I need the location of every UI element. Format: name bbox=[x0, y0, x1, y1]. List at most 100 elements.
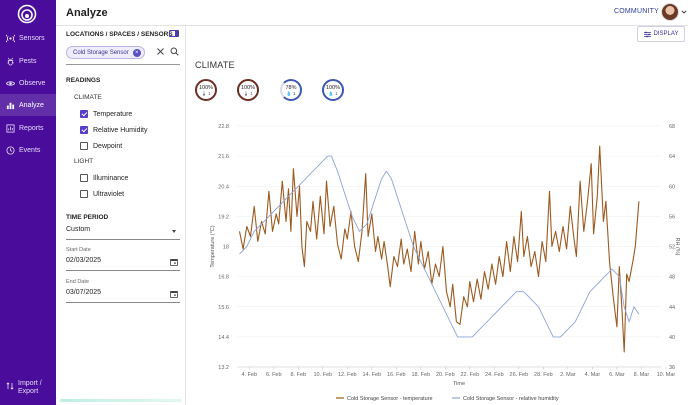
calendar-icon[interactable] bbox=[170, 290, 178, 298]
y-right-tick-label: 68 bbox=[669, 124, 675, 130]
nav-item-analyze[interactable]: Analyze bbox=[0, 94, 56, 116]
nav-item-label: Analyze bbox=[19, 101, 44, 109]
app-logo-icon[interactable] bbox=[17, 4, 37, 24]
x-tick-label: 8. Mar bbox=[634, 372, 650, 378]
gauge-humidity-1[interactable]: 78% 💧 1 bbox=[280, 79, 302, 101]
gauge-temperature-2[interactable]: 100% 🌡 1 bbox=[237, 79, 259, 101]
y-right-tick-label: 64 bbox=[669, 154, 675, 160]
x-tick-label: 2. Mar bbox=[560, 372, 576, 378]
gauge-value: 100% bbox=[198, 84, 214, 91]
y-right-tick-label: 52 bbox=[669, 245, 675, 251]
end-date-value: 03/07/2025 bbox=[66, 289, 102, 296]
time-period-title: TIME PERIOD bbox=[66, 214, 109, 221]
nav-item-label: Pests bbox=[19, 57, 37, 65]
y-right-tick-label: 40 bbox=[669, 335, 675, 341]
y-left-tick-label: 19.2 bbox=[218, 214, 229, 220]
main-content: DISPLAY CLIMATE 100% 🌡 1 100% 🌡 1 78% 💧 … bbox=[186, 26, 688, 405]
page-title: Analyze bbox=[66, 7, 108, 19]
community-link[interactable]: COMMUNITY bbox=[614, 8, 659, 15]
x-axis-title: Time bbox=[453, 381, 465, 387]
temperature-series-line bbox=[238, 145, 640, 353]
nav-item-events[interactable]: Events bbox=[0, 139, 56, 161]
gauge-humidity-2[interactable]: 100% 💧 1 bbox=[322, 79, 344, 101]
climate-chart[interactable]: 13.2 14.4 15.6 16.8 18 19.2 20.4 21.6 22.8 36 40 44… bbox=[186, 118, 688, 405]
panel-toggle-icon[interactable] bbox=[169, 30, 179, 37]
nav-item-label: Sensors bbox=[19, 34, 45, 42]
x-tick-label: 26. Feb bbox=[510, 372, 529, 378]
x-tick-label: 10. Mar bbox=[657, 372, 676, 378]
checkbox-temperature[interactable]: Temperature bbox=[80, 110, 132, 118]
x-tick-label: 8. Feb bbox=[290, 372, 306, 378]
checkbox-relative-humidity[interactable]: Relative Humidity bbox=[80, 126, 147, 134]
x-tick-label: 6. Mar bbox=[609, 372, 625, 378]
gauge-sub: 🌡 1 bbox=[243, 90, 253, 96]
x-tick-label: 24. Feb bbox=[485, 372, 504, 378]
checkbox-box[interactable] bbox=[80, 110, 88, 118]
nav-item-pests[interactable]: Pests bbox=[0, 50, 56, 72]
y-left-tick-label: 16.8 bbox=[218, 275, 229, 281]
y-right-axis-title: RH (%) bbox=[674, 237, 680, 255]
import-export-icon bbox=[6, 382, 14, 390]
display-button[interactable]: DISPLAY bbox=[637, 26, 685, 42]
time-period-select[interactable]: Custom bbox=[66, 226, 180, 240]
checkbox-ultraviolet[interactable]: Ultraviolet bbox=[80, 190, 124, 198]
nav-item-observe[interactable]: Observe bbox=[0, 72, 56, 94]
y-left-tick-label: 21.6 bbox=[218, 154, 229, 160]
sliders-icon bbox=[643, 31, 651, 37]
checkbox-illuminance[interactable]: Illuminance bbox=[80, 174, 128, 182]
import-export-line1: Import / bbox=[18, 380, 42, 387]
x-tick-label: 14. Feb bbox=[362, 372, 381, 378]
checkbox-box[interactable] bbox=[80, 190, 88, 198]
x-tick-label: 10. Feb bbox=[313, 372, 332, 378]
chip-remove-icon[interactable]: × bbox=[132, 48, 141, 57]
x-tick-label: 16. Feb bbox=[387, 372, 406, 378]
nav-import-export[interactable]: Import / Export bbox=[6, 380, 42, 396]
x-tick-label: 12. Feb bbox=[338, 372, 357, 378]
x-tick-label: 18. Feb bbox=[411, 372, 430, 378]
clock-icon bbox=[6, 145, 15, 155]
chevron-down-icon[interactable] bbox=[681, 9, 687, 15]
legend-label: Cold Storage Sensor - temperature bbox=[347, 396, 433, 402]
checkbox-label: Ultraviolet bbox=[93, 190, 125, 198]
nav-item-reports[interactable]: Reports bbox=[0, 117, 56, 139]
checkbox-label: Relative Humidity bbox=[93, 126, 148, 134]
climate-section-title: CLIMATE bbox=[195, 60, 235, 70]
end-date-input[interactable]: 03/07/2025 bbox=[66, 289, 180, 303]
gauge-value: 100% bbox=[325, 84, 341, 91]
gauge-sub: 💧 1 bbox=[328, 90, 338, 96]
y-right-tick-label: 36 bbox=[669, 365, 675, 371]
humidity-series-line bbox=[239, 155, 640, 338]
nav-item-sensors[interactable]: Sensors bbox=[0, 27, 56, 49]
x-tick-label: 4. Feb bbox=[241, 372, 257, 378]
checkbox-box[interactable] bbox=[80, 142, 88, 150]
climate-group-title: CLIMATE bbox=[74, 94, 102, 101]
signal-icon bbox=[6, 34, 15, 42]
user-avatar[interactable] bbox=[661, 3, 679, 21]
sensor-chip[interactable]: Cold Storage Sensor × bbox=[66, 46, 145, 59]
y-right-tick-label: 56 bbox=[669, 214, 675, 220]
bar-chart-icon bbox=[6, 102, 15, 109]
checkbox-dewpoint[interactable]: Dewpoint bbox=[80, 142, 122, 150]
legend-label: Cold Storage Sensor - relative humidity bbox=[463, 396, 559, 402]
clear-icon[interactable] bbox=[156, 47, 165, 56]
caret-down-icon bbox=[172, 230, 176, 233]
checkbox-label: Temperature bbox=[93, 110, 133, 118]
search-icon[interactable] bbox=[170, 47, 179, 56]
gauge-temperature-1[interactable]: 100% 🌡 1 bbox=[195, 79, 217, 101]
y-left-tick-label: 20.4 bbox=[218, 184, 229, 190]
x-tick-label: 20. Feb bbox=[436, 372, 455, 378]
y-right-tick-label: 60 bbox=[669, 184, 675, 190]
x-tick-label: 4. Mar bbox=[585, 372, 601, 378]
checkbox-label: Dewpoint bbox=[93, 142, 123, 150]
checkbox-box[interactable] bbox=[80, 174, 88, 182]
top-bar: Analyze COMMUNITY bbox=[56, 0, 688, 26]
start-date-input[interactable]: 02/03/2025 bbox=[66, 257, 180, 271]
calendar-icon[interactable] bbox=[170, 258, 178, 266]
locations-header: LOCATIONS / SPACES / SENSORS bbox=[66, 31, 173, 38]
nav-item-label: Events bbox=[19, 146, 41, 154]
end-date-label: End Date bbox=[66, 279, 89, 285]
x-tick-label: 6. Feb bbox=[266, 372, 282, 378]
y-left-tick-label: 18 bbox=[223, 245, 229, 251]
checkbox-box[interactable] bbox=[80, 126, 88, 134]
